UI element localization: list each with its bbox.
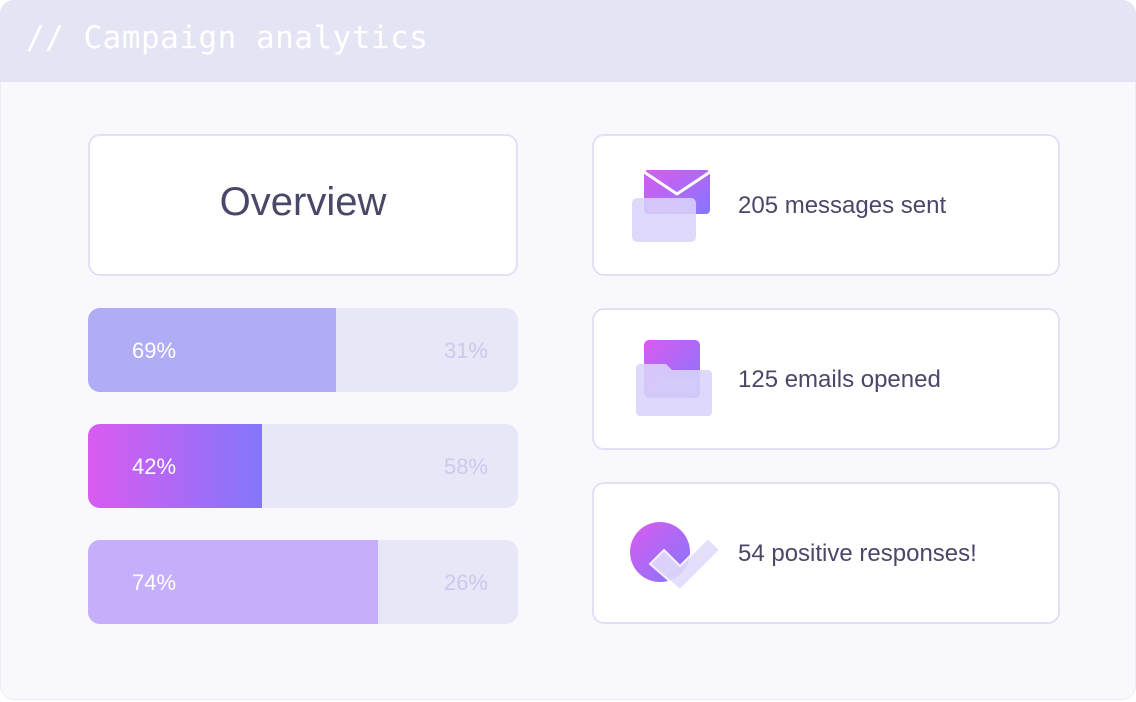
progress-bar-1-remainder-label: 31%	[443, 338, 488, 363]
progress-bar-3-primary-label: 74%	[132, 570, 177, 595]
window-title: // Campaign analytics	[26, 20, 429, 56]
progress-bar-2-primary-label: 42%	[132, 454, 177, 479]
overview-heading: Overview	[219, 180, 387, 224]
progress-bar-3: 74% 26%	[88, 540, 518, 624]
progress-bar-3-fill	[88, 540, 378, 624]
progress-bar-2: 42% 58%	[88, 424, 518, 508]
progress-bar-3-remainder-label: 26%	[443, 570, 488, 595]
stat-messages-sent-text: 205 messages sent	[738, 192, 947, 219]
stat-emails-opened-text: 125 emails opened	[738, 366, 941, 393]
stat-card-messages-sent: 205 messages sent	[592, 134, 1060, 276]
stat-card-emails-opened: 125 emails opened	[592, 308, 1060, 450]
stat-card-positive-responses: 54 positive responses!	[592, 482, 1060, 624]
progress-bar-1: 69% 31%	[88, 308, 518, 392]
progress-bar-1-fill	[88, 308, 336, 392]
folder-icon	[624, 338, 724, 428]
overview-card: Overview	[88, 134, 518, 276]
checkmark-icon	[624, 512, 724, 602]
window-titlebar: // Campaign analytics	[0, 0, 1136, 82]
stat-positive-responses-text: 54 positive responses!	[738, 540, 977, 567]
progress-bar-2-remainder-label: 58%	[443, 454, 488, 479]
envelope-icon	[624, 164, 724, 254]
progress-bar-2-fill	[88, 424, 263, 508]
progress-bar-1-primary-label: 69%	[132, 338, 177, 363]
